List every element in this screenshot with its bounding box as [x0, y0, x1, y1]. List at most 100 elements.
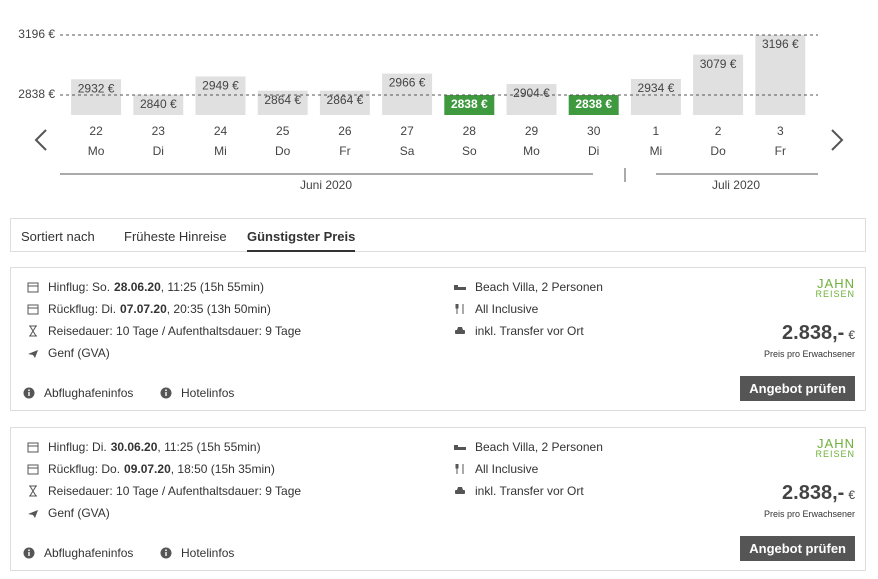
link[interactable]: Abflughafeninfos — [23, 386, 133, 400]
value-label: 2838 € — [451, 97, 488, 111]
x-tick-label: 1 — [653, 124, 660, 138]
flight-row: Hinflug: So. 28.06.20, 11:25 (15h 55min) — [27, 280, 264, 294]
weekday-label: Sa — [400, 144, 415, 158]
currency: € — [848, 488, 855, 502]
next-arrow[interactable] — [831, 129, 844, 151]
flight-label: Hinflug: So. — [48, 280, 111, 294]
flight-label: Rückflug: Di. — [48, 302, 117, 316]
icon — [454, 285, 466, 290]
x-tick-label: 30 — [587, 124, 601, 138]
icon — [28, 350, 38, 358]
price-note: Preis pro Erwachsener — [763, 509, 855, 519]
duration-row: Reisedauer: 10 Tage / Aufenthaltsdauer: … — [27, 324, 301, 338]
flight-time: , 18:50 (15h 35min) — [170, 462, 275, 476]
flight-row: Rückflug: Di. 07.07.20, 20:35 (13h 50min) — [27, 302, 271, 316]
weekday-label: Di — [153, 144, 164, 158]
offer-button[interactable]: Angebot prüfen — [740, 536, 855, 561]
value-label: 2904 € — [513, 86, 550, 100]
bar — [506, 83, 557, 115]
airport-row: Genf (GVA) — [27, 346, 110, 360]
room: Beach Villa, 2 Personen — [475, 440, 603, 454]
link-text[interactable]: Abflughafeninfos — [44, 386, 134, 400]
weekday-label: Mi — [650, 144, 663, 158]
provider-sub: REISEN — [815, 449, 855, 459]
x-tick-label: 2 — [715, 124, 722, 138]
icon — [454, 445, 466, 450]
value-label: 2838 € — [575, 97, 612, 111]
icon — [455, 304, 464, 314]
bar — [693, 54, 744, 115]
bar — [444, 95, 495, 115]
sort-bar: Sortiert nach Früheste Hinreise Günstigs… — [10, 218, 866, 252]
icon — [27, 464, 39, 475]
x-tick-label: 24 — [214, 124, 228, 138]
transfer: inkl. Transfer vor Ort — [475, 484, 584, 498]
flight-row: Hinflug: Di. 30.06.20, 11:25 (15h 55min) — [27, 440, 261, 454]
bar — [71, 79, 122, 115]
flight-time: , 20:35 (13h 50min) — [166, 302, 271, 316]
value-label: 2864 € — [327, 93, 364, 107]
offer-card: Hinflug: So. 28.06.20, 11:25 (15h 55min) R… — [10, 267, 866, 411]
x-tick-label: 26 — [338, 124, 352, 138]
value-label: 2949 € — [202, 79, 239, 93]
provider-name: JAHN — [817, 436, 855, 451]
room-row: Beach Villa, 2 Personen — [454, 280, 603, 294]
bar — [755, 35, 806, 115]
sort-option[interactable]: Früheste Hinreise — [124, 229, 227, 244]
value-label: 3196 € — [762, 37, 799, 51]
weekday-label: Do — [275, 144, 291, 158]
icon — [160, 387, 172, 399]
price-value: 2.838,- — [782, 482, 845, 504]
transfer-row: inkl. Transfer vor Ort — [454, 484, 584, 498]
bar — [630, 78, 681, 115]
bar — [133, 94, 184, 115]
x-tick-label: 27 — [400, 124, 414, 138]
bar — [382, 73, 433, 115]
prev-arrow[interactable] — [34, 129, 47, 151]
y-tick-label: 2838 € — [18, 87, 55, 101]
airport-row: Genf (GVA) — [27, 506, 110, 520]
weekday-label: So — [462, 144, 477, 158]
weekday-label: Do — [710, 144, 726, 158]
offer-button[interactable]: Angebot prüfen — [740, 376, 855, 401]
icon — [455, 464, 464, 474]
x-tick-label: 3 — [777, 124, 784, 138]
link[interactable]: Hotelinfos — [160, 386, 234, 400]
x-tick-label: 22 — [89, 124, 103, 138]
room: Beach Villa, 2 Personen — [475, 280, 603, 294]
transfer-row: inkl. Transfer vor Ort — [454, 324, 584, 338]
icon — [27, 442, 39, 453]
link[interactable]: Abflughafeninfos — [23, 546, 133, 560]
month-label: Juli 2020 — [712, 178, 760, 192]
link-text[interactable]: Hotelinfos — [181, 386, 235, 400]
board-row: All Inclusive — [454, 302, 538, 316]
provider-logo: JAHN REISEN — [815, 277, 855, 300]
room-row: Beach Villa, 2 Personen — [454, 440, 603, 454]
flight-date: 30.06.20 — [110, 440, 158, 454]
link-text[interactable]: Hotelinfos — [181, 546, 235, 560]
sort-option[interactable]: Günstigster Preis — [247, 229, 356, 252]
duration: Reisedauer: 10 Tage / Aufenthaltsdauer: … — [48, 484, 302, 498]
price: 2.838,- € — [782, 322, 855, 345]
weekday-label: Fr — [775, 144, 786, 158]
weekday-label: Di — [588, 144, 599, 158]
icon — [160, 547, 172, 559]
link-text[interactable]: Abflughafeninfos — [44, 546, 134, 560]
icon — [27, 304, 39, 315]
weekday-label: Mo — [523, 144, 540, 158]
link[interactable]: Hotelinfos — [160, 546, 234, 560]
flight-row: Rückflug: Do. 09.07.20, 18:50 (15h 35min) — [27, 462, 275, 476]
provider-sub: REISEN — [815, 289, 855, 299]
icon — [23, 387, 35, 399]
month-label: Juni 2020 — [300, 178, 352, 192]
price-note: Preis pro Erwachsener — [763, 349, 855, 359]
flight-label: Hinflug: Di. — [48, 440, 107, 454]
bar — [195, 76, 246, 115]
x-tick-label: 25 — [276, 124, 290, 138]
board-row: All Inclusive — [454, 462, 538, 476]
airport: Genf (GVA) — [48, 506, 110, 520]
provider-logo: JAHN REISEN — [815, 436, 855, 460]
currency: € — [848, 328, 855, 342]
flight-time: , 11:25 (15h 55min) — [160, 280, 264, 294]
